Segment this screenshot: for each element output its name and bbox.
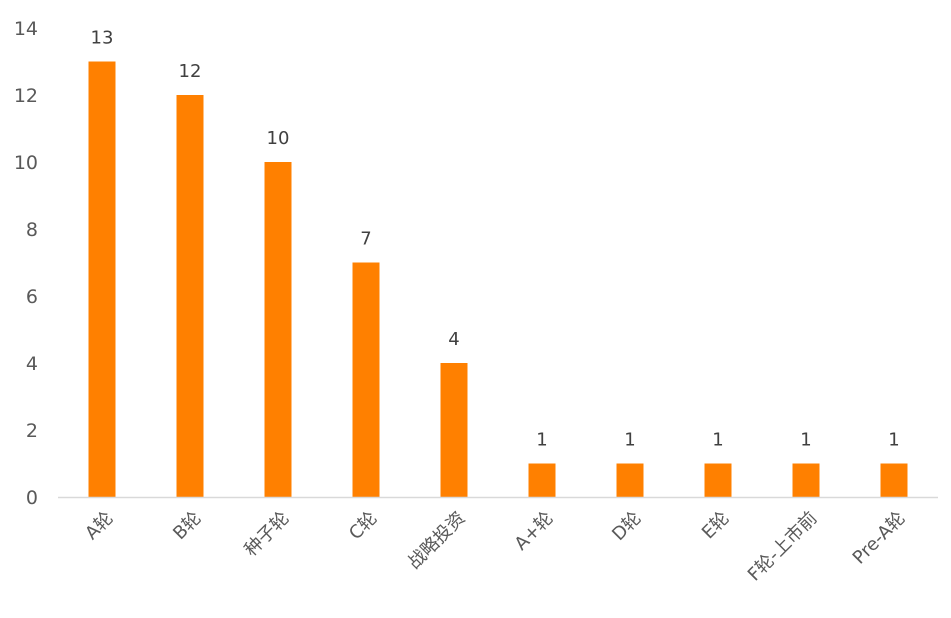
- data-label: 1: [624, 430, 635, 451]
- bar: [528, 463, 556, 497]
- data-labels: 13 12 10 7 4 1 1 1 1 1: [91, 28, 900, 451]
- x-tick-label: C轮: [345, 508, 381, 544]
- bar: [88, 61, 116, 497]
- bar: [352, 262, 380, 497]
- data-label: 1: [888, 430, 899, 451]
- data-label: 4: [448, 329, 459, 350]
- data-label: 7: [360, 229, 371, 250]
- bar-series: [88, 61, 908, 497]
- x-tick-label: F轮-上市前: [744, 508, 822, 586]
- bar: [792, 463, 820, 497]
- data-label: 13: [91, 28, 114, 49]
- y-axis-ticks: 0 2 4 6 8 10 12 14: [14, 18, 38, 509]
- y-tick-label: 8: [26, 219, 38, 241]
- data-label: 1: [536, 430, 547, 451]
- y-tick-label: 6: [26, 286, 38, 308]
- y-tick-label: 2: [26, 420, 38, 442]
- x-tick-label: 种子轮: [241, 508, 294, 561]
- x-tick-label: A轮: [81, 508, 117, 544]
- x-axis-ticks: A轮 B轮 种子轮 C轮 战略投资 A+轮 D轮 E轮 F轮-上市前 Pre-A轮: [81, 508, 909, 586]
- x-tick-label: D轮: [608, 508, 645, 545]
- x-tick-label: Pre-A轮: [849, 508, 910, 569]
- bar: [440, 363, 468, 497]
- bar: [264, 162, 292, 497]
- x-tick-label: A+轮: [511, 508, 558, 555]
- bar: [880, 463, 908, 497]
- data-label: 1: [800, 430, 811, 451]
- x-tick-label: 战略投资: [404, 508, 470, 574]
- x-tick-label: B轮: [169, 508, 205, 544]
- bar: [176, 95, 204, 497]
- bar: [704, 463, 732, 497]
- bar: [616, 463, 644, 497]
- data-label: 12: [179, 61, 202, 82]
- y-tick-label: 10: [14, 152, 38, 174]
- x-tick-label: E轮: [698, 508, 734, 544]
- y-tick-label: 14: [14, 18, 38, 40]
- y-tick-label: 0: [26, 487, 38, 509]
- data-label: 1: [712, 430, 723, 451]
- y-tick-label: 12: [14, 85, 38, 107]
- data-label: 10: [267, 128, 290, 149]
- y-tick-label: 4: [26, 353, 38, 375]
